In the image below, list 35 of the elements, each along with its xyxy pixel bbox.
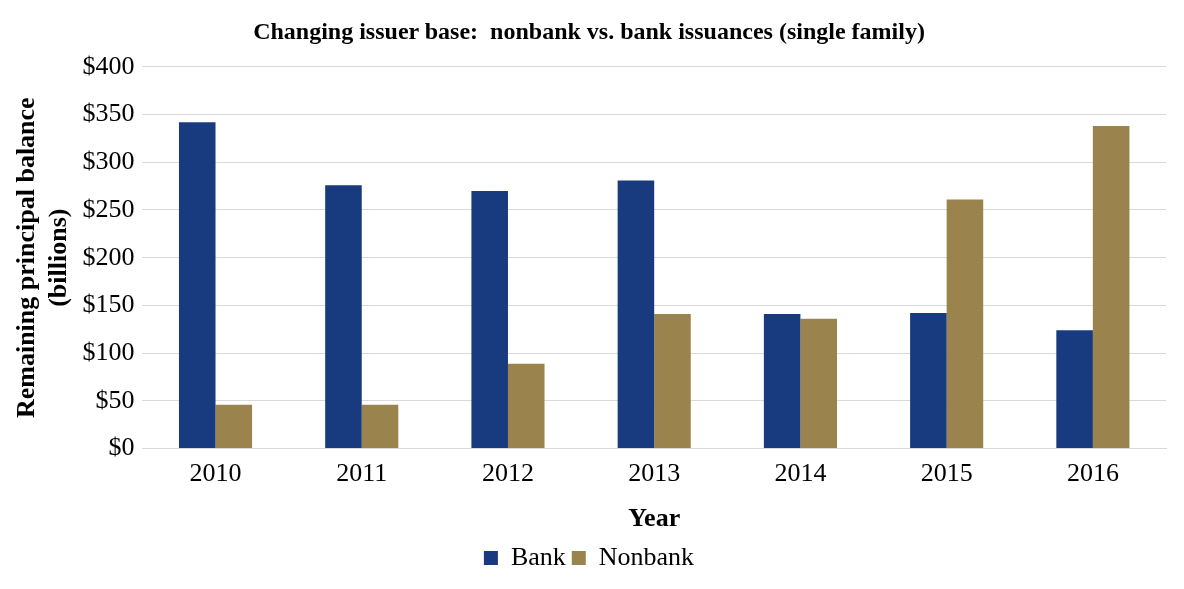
bar [215, 404, 253, 449]
y-tick-label: $50 [95, 384, 135, 414]
bar [361, 404, 399, 449]
y-tick-label: $0 [108, 432, 135, 462]
y-tick-label: $400 [82, 50, 135, 80]
x-tick-label: 2016 [1066, 458, 1119, 488]
bar [1092, 125, 1130, 449]
chart-title: Changing issuer base: nonbank vs. bank issuances (single family) [253, 17, 925, 44]
bar [1056, 330, 1093, 449]
x-tick-label: 2014 [774, 458, 827, 488]
x-tick-label: 2011 [336, 458, 388, 488]
y-tick-label: $150 [82, 289, 135, 319]
legend-label: Nonbank [598, 541, 695, 571]
x-tick-label: 2010 [189, 458, 242, 488]
bar [325, 185, 362, 449]
x-axis-title: Year [628, 503, 681, 533]
bar [654, 314, 691, 449]
bar [946, 199, 984, 449]
x-tick-label: 2013 [628, 458, 681, 488]
bar [507, 363, 545, 449]
bar [178, 122, 216, 449]
x-tick-label: 2012 [481, 458, 534, 488]
x-tick-label: 2015 [920, 458, 973, 488]
y-tick-label: $250 [82, 193, 135, 223]
y-axis-title: Remaining principal balance (billions) [11, 97, 72, 419]
legend-label: Bank [510, 541, 566, 571]
y-tick-label: $100 [82, 336, 135, 366]
bar [763, 314, 801, 449]
y-tick-label: $300 [82, 146, 135, 176]
y-tick-label: $200 [82, 241, 135, 271]
bar [910, 313, 947, 449]
bar [800, 318, 837, 449]
bar [471, 190, 508, 449]
y-tick-label: $350 [82, 98, 135, 128]
bar [617, 180, 655, 449]
